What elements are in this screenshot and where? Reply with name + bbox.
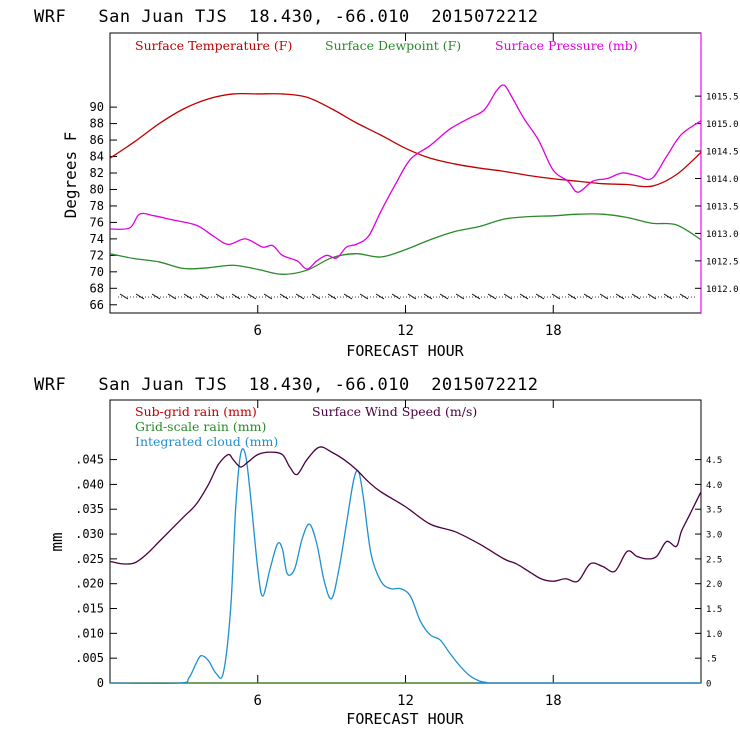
y-tick-label: 66	[90, 298, 104, 312]
x-axis-label: FORECAST HOUR	[346, 342, 464, 360]
plot-frame	[109, 32, 702, 314]
y2-tick-label: 1012.0	[706, 285, 739, 295]
wind-barb-row	[118, 293, 697, 300]
y2-tick-label: 1013.5	[706, 202, 739, 212]
y-tick-label: 86	[90, 133, 104, 147]
x-tick-label: 6	[254, 693, 262, 709]
y-tick-label: .030	[75, 527, 104, 541]
y-tick-label: 68	[90, 281, 104, 295]
y2-tick-label: 1.0	[706, 630, 722, 640]
y-axis-label: Degrees F	[61, 132, 80, 219]
y2-tick-label: 1015.5	[706, 93, 739, 103]
y2-tick-label: 1.5	[706, 605, 722, 615]
y2-tick-label: 2.5	[706, 555, 722, 565]
y2-tick-label: 3.5	[706, 506, 722, 516]
left-axis: 66 68 70 72 74 76 78 80 82 84 86 88 90	[90, 100, 117, 312]
y-tick-label: .010	[75, 626, 104, 640]
series-line-surface-wind-speed	[109, 446, 702, 583]
right-axis: 0 .5 1.0 1.5 2.0 2.5 3.0 3.5 4.0 4.5	[695, 456, 722, 690]
rain-wind-panel: WRF San Juan TJS 18.430, -66.010 2015072…	[34, 375, 722, 728]
y-tick-label: .045	[75, 453, 104, 467]
y2-tick-label: 1014.0	[706, 175, 739, 185]
legend-subgrid-rain: Sub-grid rain (mm)	[135, 404, 257, 419]
y2-tick-label: 1012.5	[706, 257, 739, 267]
y-tick-label: 0	[97, 676, 104, 690]
x-axis: 6 12 18	[254, 400, 562, 709]
series-line-surface-temperature	[109, 92, 702, 188]
x-axis: 6 12 18	[254, 33, 562, 339]
left-axis: 0 .005 .010 .015 .020 .025 .030 .035 .040 .045	[75, 453, 117, 690]
legend-gridscale-rain: Grid-scale rain (mm)	[135, 419, 266, 434]
y-tick-label: 72	[90, 248, 104, 262]
y-tick-label: 78	[90, 199, 104, 213]
y-axis-label: mm	[47, 532, 66, 551]
y2-tick-label: 1015.0	[706, 120, 739, 130]
y-tick-label: 80	[90, 182, 104, 196]
legend: Surface Temperature (F) Surface Dewpoint…	[135, 38, 638, 53]
legend-wind-speed: Surface Wind Speed (m/s)	[312, 404, 477, 419]
y-tick-label: .020	[75, 577, 104, 591]
y-tick-label: .025	[75, 552, 104, 566]
y-tick-label: .035	[75, 502, 104, 516]
y2-tick-label: 4.5	[706, 456, 722, 466]
y-tick-label: 90	[90, 100, 104, 114]
y2-tick-label: 2.0	[706, 580, 722, 590]
legend-dewpoint: Surface Dewpoint (F)	[325, 38, 461, 53]
y-tick-label: 84	[90, 150, 104, 164]
y-tick-label: .040	[75, 477, 104, 491]
y2-tick-label: 4.0	[706, 481, 722, 491]
series-line-surface-dewpoint	[109, 213, 702, 275]
x-axis-label: FORECAST HOUR	[346, 710, 464, 728]
series-group	[109, 84, 702, 275]
legend: Sub-grid rain (mm) Grid-scale rain (mm) …	[135, 404, 477, 449]
y-tick-label: .005	[75, 651, 104, 665]
y2-tick-label: .5	[706, 655, 717, 665]
x-tick-label: 18	[545, 323, 562, 339]
legend-integrated-cloud: Integrated cloud (mm)	[135, 434, 278, 449]
y-tick-label: 70	[90, 265, 104, 279]
series-line-integrated-cloud	[109, 448, 702, 685]
right-axis: 1012.0 1012.5 1013.0 1013.5 1014.0 1014.5 1015…	[695, 93, 739, 295]
y2-tick-label: 3.0	[706, 531, 722, 541]
x-tick-label: 12	[397, 323, 414, 339]
x-tick-label: 6	[254, 323, 262, 339]
y2-tick-label: 0	[706, 680, 711, 690]
legend-pressure: Surface Pressure (mb)	[495, 38, 638, 53]
y-tick-label: 74	[90, 232, 104, 246]
y2-tick-label: 1013.0	[706, 230, 739, 240]
series-group	[109, 446, 702, 685]
y-tick-label: 88	[90, 117, 104, 131]
legend-temperature: Surface Temperature (F)	[135, 38, 292, 53]
y2-tick-label: 1014.5	[706, 148, 739, 158]
chart-title: WRF San Juan TJS 18.430, -66.010 2015072…	[34, 375, 539, 395]
temperature-panel: WRF San Juan TJS 18.430, -66.010 2015072…	[34, 7, 739, 360]
y-tick-label: 76	[90, 215, 104, 229]
chart-title: WRF San Juan TJS 18.430, -66.010 2015072…	[34, 7, 539, 27]
y-tick-label: .015	[75, 602, 104, 616]
series-line-surface-pressure	[109, 84, 702, 270]
x-tick-label: 12	[397, 693, 414, 709]
x-tick-label: 18	[545, 693, 562, 709]
y-tick-label: 82	[90, 166, 104, 180]
